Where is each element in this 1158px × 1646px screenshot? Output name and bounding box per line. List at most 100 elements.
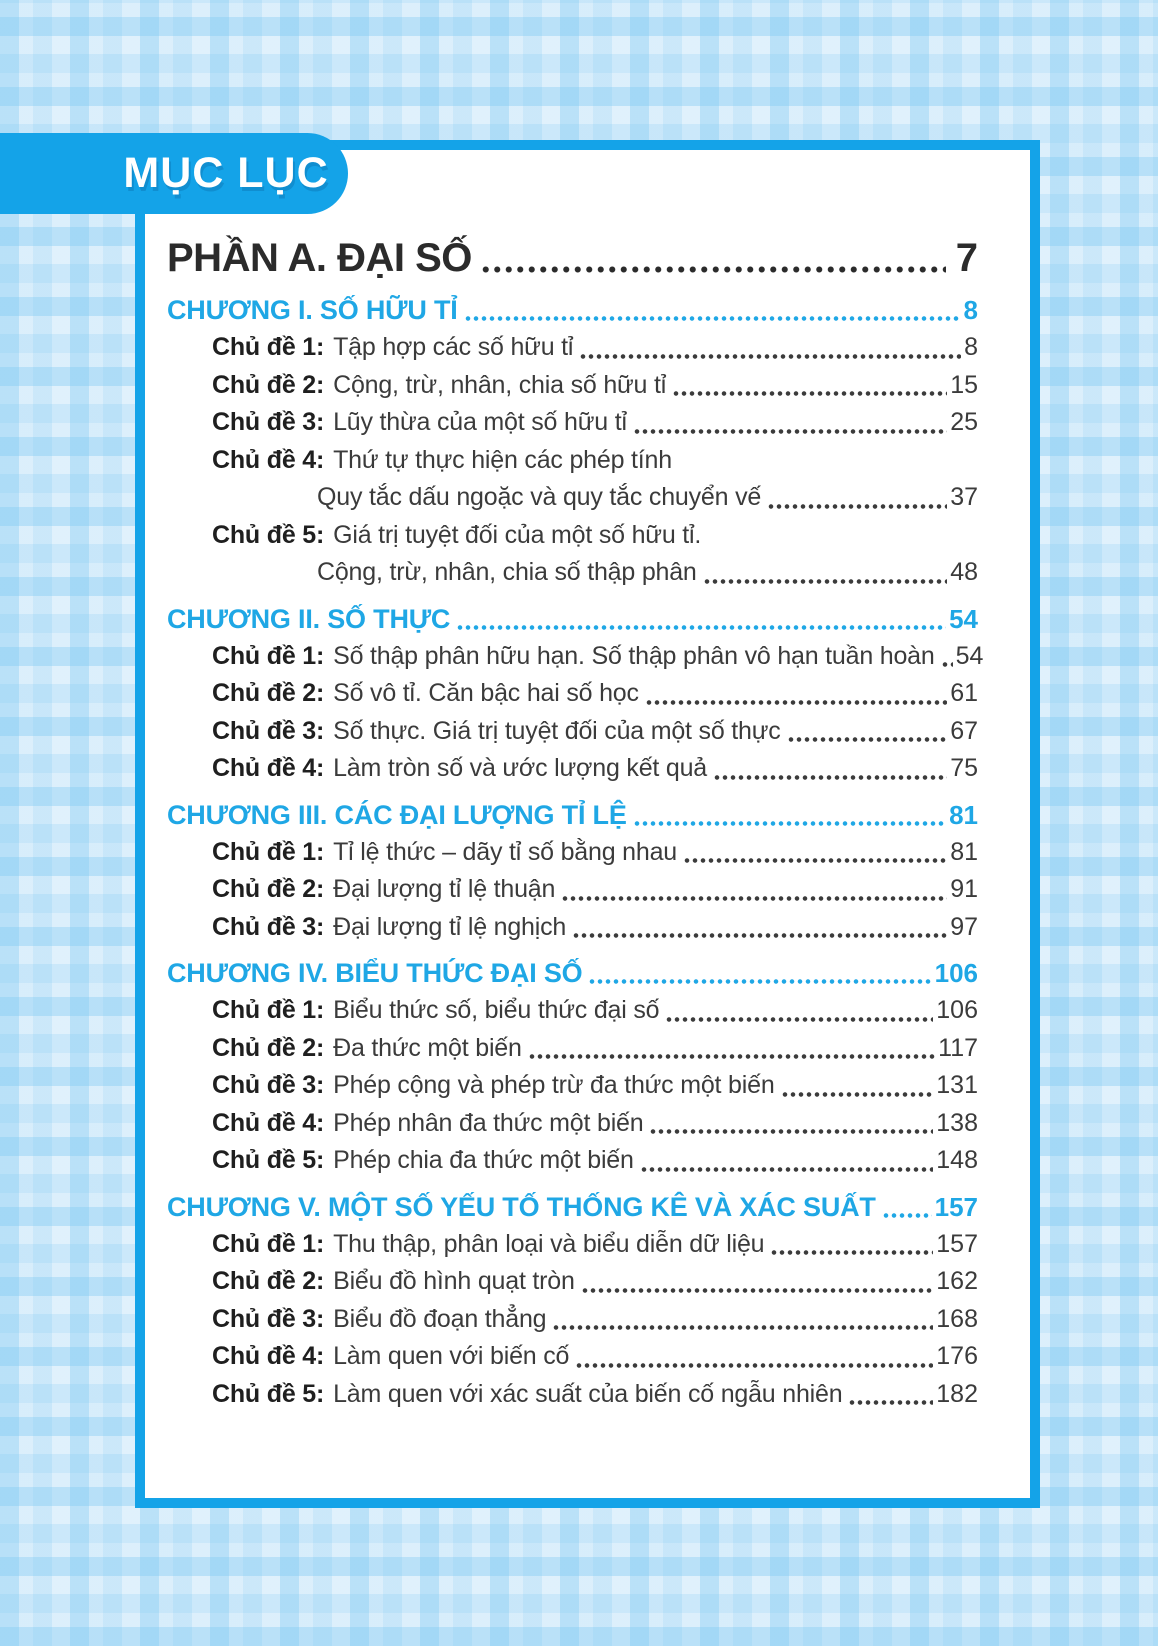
topic-line: Chủ đề 1: Biểu thức số, biểu thức đại số… <box>167 992 978 1030</box>
dot-leader <box>527 1053 936 1060</box>
topic-text: Làm quen với xác suất của biến cố ngẫu n… <box>333 1379 843 1408</box>
topic-text: Đại lượng tỉ lệ thuận <box>333 875 556 903</box>
topic-entry: Chủ đề 1: Biểu thức số, biểu thức đại số… <box>167 992 978 1030</box>
topic-page-number: 8 <box>964 333 978 361</box>
topic-label: Chủ đề 1: <box>212 996 325 1024</box>
topic-label: Chủ đề 3: <box>212 1304 325 1333</box>
topic-text: Phép cộng và phép trừ đa thức một biến <box>333 1071 775 1099</box>
topic-page-number: 75 <box>950 754 978 782</box>
topic-text: Đại lượng tỉ lệ nghịch <box>333 912 567 941</box>
topic-list: Chủ đề 1: Tập hợp các số hữu tỉ 8 Chủ đề… <box>167 329 978 592</box>
chapter-title: CHƯƠNG II. SỐ THỰC <box>167 603 451 634</box>
topic-line: Chủ đề 3: Biểu đồ đoạn thẳng 168 <box>167 1301 978 1339</box>
muc-luc-tab: MỤC LỤC <box>0 133 348 214</box>
dot-leader <box>780 1090 934 1098</box>
topic-line: Chủ đề 5: Phép chia đa thức một biến 148 <box>167 1142 978 1180</box>
topic-entry: Chủ đề 3: Đại lượng tỉ lệ nghịch 97 <box>167 909 978 947</box>
topic-line: Chủ đề 1: Tỉ lệ thức – dãy tỉ số bằng nh… <box>167 834 978 872</box>
topic-label: Chủ đề 2: <box>212 1267 325 1295</box>
topic-text: Phép nhân đa thức một biến <box>333 1108 644 1137</box>
topic-label: Chủ đề 4: <box>212 1342 325 1370</box>
part-page-number: 7 <box>955 236 978 280</box>
topic-line: Chủ đề 4: Làm quen với biến cố 176 <box>167 1338 978 1376</box>
dot-leader <box>940 661 953 668</box>
chapter-section: CHƯƠNG I. SỐ HỮU TỈ 8 Chủ đề 1: Tập hợp … <box>167 291 978 592</box>
chapter-page-number: 81 <box>949 799 978 830</box>
topic-label: Chủ đề 3: <box>212 1071 325 1099</box>
topic-page-number: 91 <box>950 875 978 903</box>
dot-leader <box>702 577 948 585</box>
topic-page-number: 37 <box>950 483 978 511</box>
topic-entry: Chủ đề 4: Làm quen với biến cố 176 <box>167 1338 978 1376</box>
chapter-heading-row: CHƯƠNG I. SỐ HỮU TỈ 8 <box>167 291 978 329</box>
topic-page-number: 25 <box>950 408 978 436</box>
topic-page-number: 48 <box>950 558 978 586</box>
dot-leader <box>575 1361 934 1369</box>
topic-label: Chủ đề 3: <box>212 408 325 436</box>
topic-entry: Chủ đề 5: Giá trị tuyệt đối của một số h… <box>167 517 978 592</box>
topic-label: Chủ đề 5: <box>212 1146 325 1174</box>
topic-text: Biểu đồ hình quạt tròn <box>333 1267 575 1295</box>
topic-text: Biểu thức số, biểu thức đại số <box>333 996 660 1024</box>
dot-leader <box>572 932 948 939</box>
topic-entry: Chủ đề 5: Làm quen với xác suất của biến… <box>167 1376 978 1414</box>
topic-line: Chủ đề 3: Phép cộng và phép trừ đa thức … <box>167 1067 978 1105</box>
topic-label: Chủ đề 1: <box>212 837 325 866</box>
topic-line: Chủ đề 2: Đại lượng tỉ lệ thuận 91 <box>167 871 978 909</box>
topic-entry: Chủ đề 3: Biểu đồ đoạn thẳng 168 <box>167 1301 978 1339</box>
chapter-section: CHƯƠNG III. CÁC ĐẠI LƯỢNG TỈ LỆ 81 Chủ đ… <box>167 796 978 947</box>
topic-text: Phép chia đa thức một biến <box>333 1146 634 1174</box>
topic-text: Đa thức một biến <box>333 1033 522 1062</box>
topic-text: Số thập phân hữu hạn. Số thập phân vô hạ… <box>333 641 935 670</box>
dot-leader <box>672 390 948 397</box>
topic-text-continued: Quy tắc dấu ngoặc và quy tắc chuyển vế <box>317 483 762 511</box>
chapter-heading-row: CHƯƠNG V. MỘT SỐ YẾU TỐ THỐNG KÊ VÀ XÁC … <box>167 1188 978 1226</box>
chapter-heading-row: CHƯƠNG III. CÁC ĐẠI LƯỢNG TỈ LỆ 81 <box>167 796 978 834</box>
topic-text: Thu thập, phân loại và biểu diễn dữ liệu <box>333 1229 765 1258</box>
dot-leader <box>552 1324 934 1331</box>
topic-entry: Chủ đề 1: Tập hợp các số hữu tỉ 8 <box>167 329 978 367</box>
topic-text: Số thực. Giá trị tuyệt đối của một số th… <box>333 716 781 745</box>
topic-page-number: 131 <box>936 1071 978 1099</box>
topic-page-number: 168 <box>936 1304 978 1333</box>
topic-label: Chủ đề 4: <box>212 445 325 474</box>
topic-line: Chủ đề 2: Biểu đồ hình quạt tròn 162 <box>167 1263 978 1301</box>
topic-entry: Chủ đề 3: Lũy thừa của một số hữu tỉ 25 <box>167 404 978 442</box>
dot-leader <box>580 1286 934 1294</box>
topic-label: Chủ đề 1: <box>212 1229 325 1258</box>
dot-leader <box>561 894 948 902</box>
topic-line: Chủ đề 4: Phép nhân đa thức một biến 138 <box>167 1105 978 1143</box>
topic-line: Chủ đề 3: Đại lượng tỉ lệ nghịch 97 <box>167 909 978 947</box>
topic-line: Chủ đề 5: Giá trị tuyệt đối của một số h… <box>167 517 978 555</box>
topic-line: Chủ đề 2: Đa thức một biến 117 <box>167 1030 978 1068</box>
topic-page-number: 138 <box>936 1108 978 1137</box>
topic-line: Chủ đề 4: Làm tròn số và ước lượng kết q… <box>167 750 978 788</box>
dot-leader <box>479 265 946 274</box>
dot-leader <box>770 1249 934 1256</box>
chapter-page-number: 157 <box>934 1191 978 1222</box>
topic-entry: Chủ đề 1: Tỉ lệ thức – dãy tỉ số bằng nh… <box>167 834 978 872</box>
dot-leader <box>649 1128 934 1135</box>
part-title-row: PHẦN A. ĐẠI SỐ 7 <box>167 236 978 281</box>
topic-entry: Chủ đề 2: Đa thức một biến 117 <box>167 1030 978 1068</box>
topic-page-number: 67 <box>950 716 978 745</box>
topic-text: Thứ tự thực hiện các phép tính <box>333 445 672 474</box>
topic-entry: Chủ đề 2: Số vô tỉ. Căn bậc hai số học 6… <box>167 675 978 713</box>
topic-entry: Chủ đề 5: Phép chia đa thức một biến 148 <box>167 1142 978 1180</box>
topic-label: Chủ đề 3: <box>212 716 325 745</box>
chapter-title: CHƯƠNG V. MỘT SỐ YẾU TỐ THỐNG KÊ VÀ XÁC … <box>167 1191 876 1222</box>
topic-line: Chủ đề 2: Số vô tỉ. Căn bậc hai số học 6… <box>167 675 978 713</box>
dot-leader <box>579 352 962 360</box>
topic-line: Chủ đề 5: Làm quen với xác suất của biến… <box>167 1376 978 1414</box>
topic-line-continued: Quy tắc dấu ngoặc và quy tắc chuyển vế 3… <box>167 479 978 517</box>
topic-page-number: 54 <box>955 641 984 670</box>
topic-page-number: 97 <box>950 912 978 941</box>
dot-leader <box>588 978 932 985</box>
chapter-heading-row: CHƯƠNG IV. BIỂU THỨC ĐẠI SỐ 106 <box>167 954 978 992</box>
topic-entry: Chủ đề 4: Làm tròn số và ước lượng kết q… <box>167 750 978 788</box>
dot-leader <box>463 315 961 322</box>
chapter-page-number: 54 <box>949 603 978 634</box>
dot-leader <box>848 1399 934 1406</box>
topic-list: Chủ đề 1: Số thập phân hữu hạn. Số thập … <box>167 638 983 788</box>
dot-leader <box>767 502 948 510</box>
